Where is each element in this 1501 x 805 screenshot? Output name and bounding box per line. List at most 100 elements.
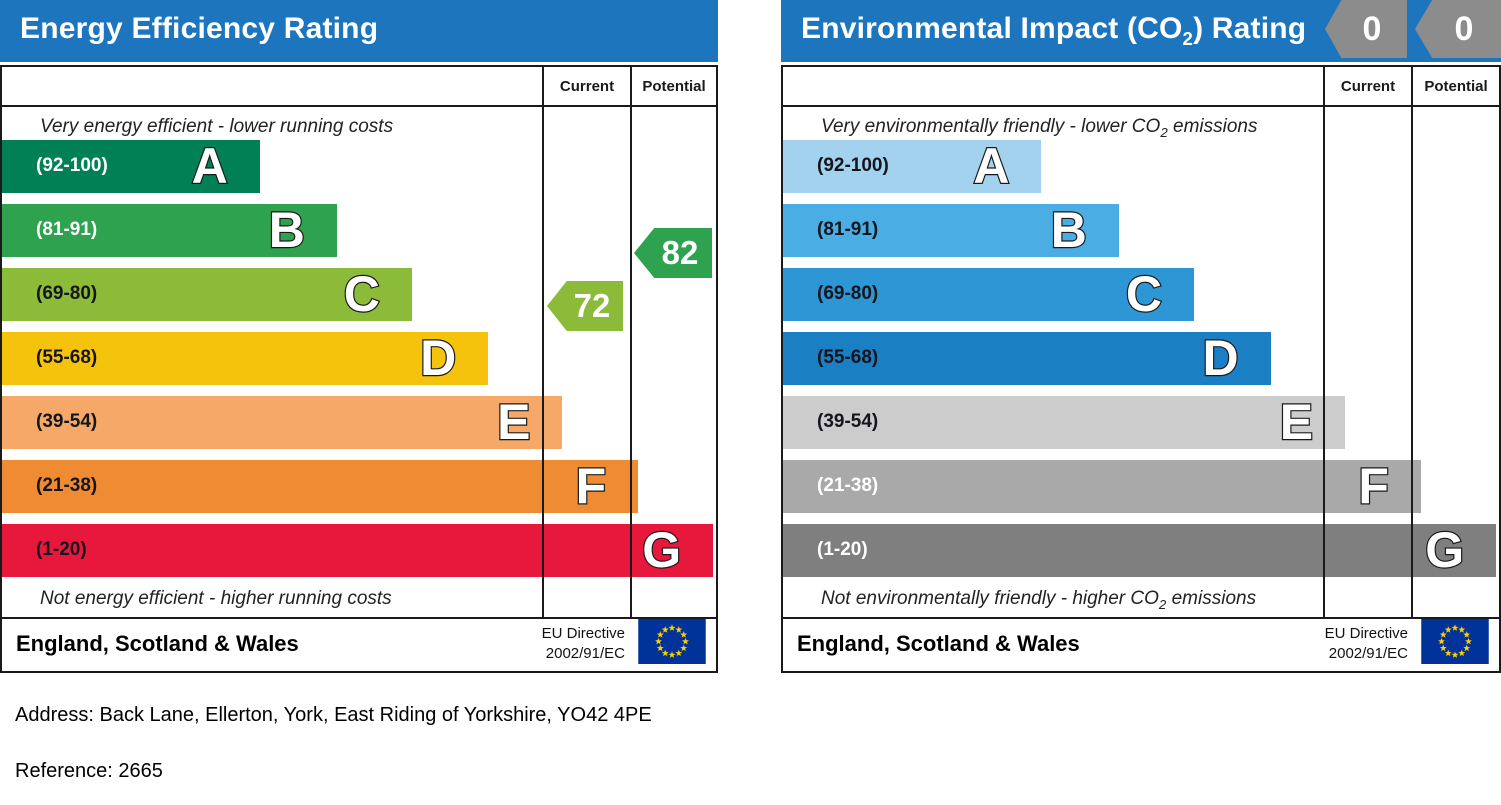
band-range-label: (39-54) [36, 411, 98, 433]
band-range-label: (92-100) [36, 155, 108, 177]
energy-chart-title: Energy Efficiency Rating [20, 12, 378, 50]
band-row-c: (69-80) C [783, 266, 1499, 323]
environmental-chart-title-bar: Environmental Impact (CO2) Rating 0 0 [781, 0, 1501, 62]
band-c: (69-80) C [2, 266, 412, 323]
top-caption: Very environmentally friendly - lower CO… [821, 116, 1258, 140]
band-range-label: (21-38) [36, 475, 98, 497]
band-letter: F [1357, 458, 1390, 515]
band-range-label: (92-100) [817, 155, 889, 177]
band-range-label: (69-80) [36, 283, 98, 305]
potential-rating-value: 0 [1454, 9, 1474, 48]
band-g: (1-20) G [2, 522, 714, 579]
current-rating-badge: 0 [1325, 0, 1407, 58]
environmental-chart-footer: England, Scotland & Wales EU Directive 20… [783, 617, 1499, 669]
top-caption: Very energy efficient - lower running co… [40, 116, 394, 137]
band-letter: G [1424, 522, 1465, 579]
spacer-cell [783, 67, 1323, 105]
band-letter: E [496, 394, 532, 451]
bottom-caption: Not energy efficient - higher running co… [40, 587, 392, 609]
current-column-header: Current [1323, 67, 1411, 105]
energy-chart-body: Very energy efficient - lower running co… [2, 107, 716, 617]
energy-chart-title-bar: Energy Efficiency Rating [0, 0, 718, 62]
band-row-a: (92-100) A [783, 138, 1499, 195]
band-range-label: (81-91) [36, 219, 98, 241]
band-letter: C [343, 266, 382, 323]
environmental-chart-title: Environmental Impact (CO2) Rating [801, 12, 1306, 50]
region-label: England, Scotland & Wales [16, 631, 299, 656]
column-header-row: Current Potential [2, 67, 716, 107]
current-rating-value: 0 [1362, 9, 1382, 48]
band-letter: F [574, 458, 607, 515]
band-row-f: (21-38) F [2, 458, 716, 515]
band-a: (92-100) A [2, 138, 260, 195]
title-text-tail: ) Rating [1193, 12, 1307, 45]
band-row-b: (81-91) B [783, 202, 1499, 259]
environmental-chart-body: Very environmentally friendly - lower CO… [783, 107, 1499, 617]
band-row-a: (92-100) A [2, 138, 716, 195]
column-divider [630, 107, 632, 617]
current-column-header: Current [542, 67, 630, 105]
band-f: (21-38) F [2, 458, 639, 515]
charts-row: Energy Efficiency Rating Current Potenti… [0, 0, 1501, 673]
band-letter: G [641, 522, 682, 579]
band-row-g: (1-20) G [783, 522, 1499, 579]
eu-directive-label: EU Directive 2002/91/EC [1324, 624, 1408, 662]
energy-chart-frame: Current Potential Very energy efficient … [0, 65, 718, 673]
band-row-d: (55-68) D [783, 330, 1499, 387]
band-letter: C [1125, 266, 1164, 323]
band-range-label: (1-20) [36, 539, 87, 561]
energy-efficiency-rating-chart: Energy Efficiency Rating Current Potenti… [0, 0, 718, 673]
band-letter: D [1201, 330, 1240, 387]
address-line: Address: Back Lane, Ellerton, York, East… [15, 704, 652, 726]
band-row-e: (39-54) E [783, 394, 1499, 451]
band-row-d: (55-68) D [2, 330, 716, 387]
energy-chart-footer: England, Scotland & Wales EU Directive 20… [2, 617, 716, 669]
environmental-impact-rating-chart: Environmental Impact (CO2) Rating 0 0 Cu… [781, 0, 1501, 673]
eu-directive-label: EU Directive 2002/91/EC [541, 624, 625, 662]
band-letter: E [1278, 394, 1314, 451]
band-d: (55-68) D [783, 330, 1271, 387]
potential-column-header: Potential [630, 67, 716, 105]
region-label: England, Scotland & Wales [797, 631, 1080, 656]
potential-rating-value: 82 [661, 234, 699, 271]
reference-line: Reference: 2665 [15, 760, 163, 782]
band-b: (81-91) B [783, 202, 1119, 259]
band-range-label: (1-20) [817, 539, 868, 561]
band-range-label: (39-54) [817, 411, 879, 433]
band-e: (39-54) E [783, 394, 1346, 451]
band-letter: B [1049, 202, 1088, 259]
title-text-main: Energy Efficiency Rating [20, 12, 379, 45]
band-c: (69-80) C [783, 266, 1194, 323]
band-row-g: (1-20) G [2, 522, 716, 579]
band-row-c: (69-80) C [2, 266, 716, 323]
band-letter: A [190, 138, 229, 195]
title-subscript: 2 [1182, 28, 1194, 49]
band-range-label: (55-68) [817, 347, 879, 369]
band-range-label: (55-68) [36, 347, 98, 369]
eu-flag-icon [634, 619, 710, 669]
band-e: (39-54) E [2, 394, 563, 451]
environmental-chart-frame: Current Potential Very environmentally f… [781, 65, 1501, 673]
column-header-row: Current Potential [783, 67, 1499, 107]
band-row-b: (81-91) B [2, 202, 716, 259]
title-text-main: Environmental Impact (CO [801, 12, 1183, 45]
column-divider [542, 107, 544, 617]
bottom-caption: Not environmentally friendly - higher CO… [821, 587, 1257, 612]
potential-column-header: Potential [1411, 67, 1499, 105]
band-range-label: (21-38) [817, 475, 879, 497]
band-g: (1-20) G [783, 522, 1497, 579]
band-b: (81-91) B [2, 202, 337, 259]
band-range-label: (69-80) [817, 283, 879, 305]
band-f: (21-38) F [783, 458, 1421, 515]
band-letter: B [268, 202, 307, 259]
eu-flag-icon [1417, 619, 1493, 669]
column-divider [1323, 107, 1325, 617]
column-divider [1411, 107, 1413, 617]
band-row-e: (39-54) E [2, 394, 716, 451]
current-rating-value: 72 [573, 287, 611, 324]
band-letter: A [972, 138, 1011, 195]
band-range-label: (81-91) [817, 219, 879, 241]
band-letter: D [419, 330, 458, 387]
band-d: (55-68) D [2, 330, 489, 387]
